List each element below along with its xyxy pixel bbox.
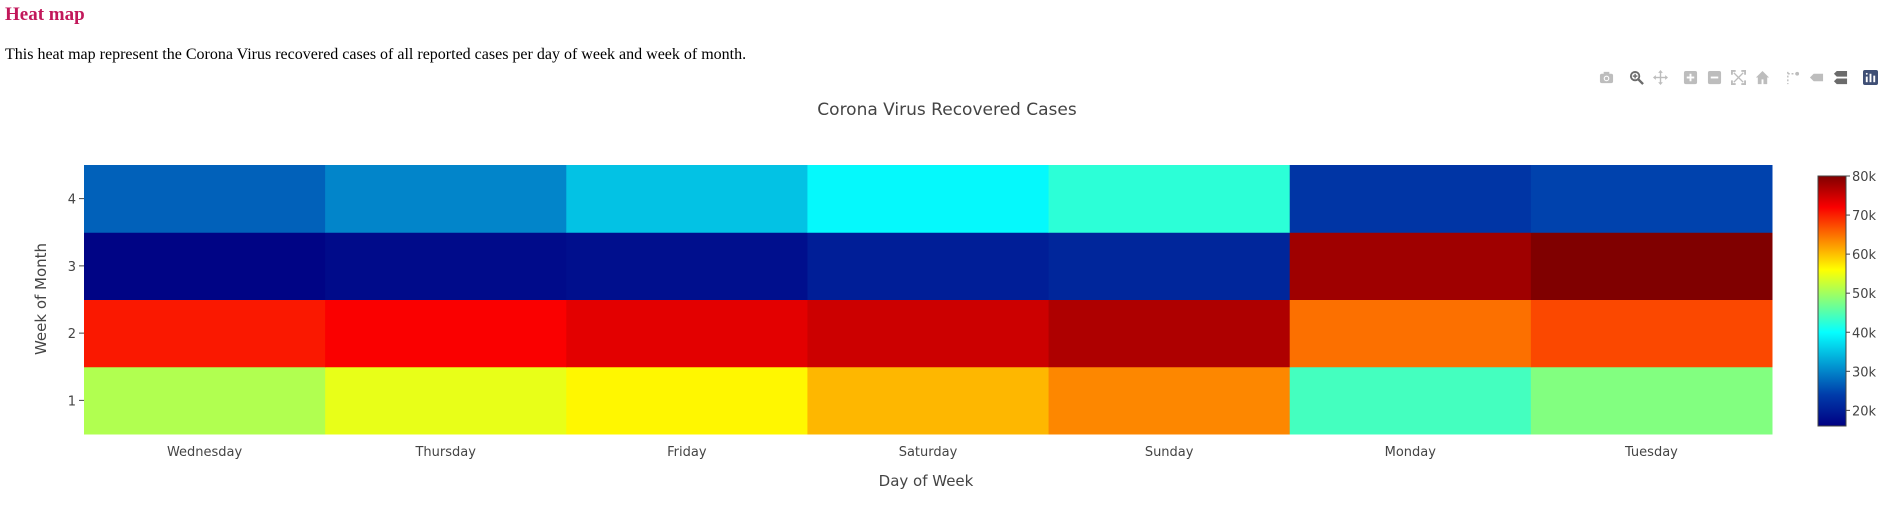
colorbar-tick-label: 80k <box>1852 170 1877 185</box>
x-tick-label: Wednesday <box>167 445 243 460</box>
hover-compare-icon[interactable] <box>1828 66 1852 88</box>
heatmap-cell[interactable] <box>1048 232 1291 300</box>
colorbar: 20k 30k 40k 50k 60k 70k 80k <box>1817 170 1877 427</box>
heatmap-cell[interactable] <box>566 299 808 368</box>
heatmap-cell[interactable] <box>1530 366 1773 435</box>
x-tick-label: Monday <box>1385 445 1437 460</box>
colorbar-tick-label: 20k <box>1852 404 1877 419</box>
heatmap-cell[interactable] <box>1289 165 1532 233</box>
heatmap-cell[interactable] <box>325 165 567 233</box>
heatmap-cell[interactable] <box>1289 232 1532 300</box>
heatmap-cell[interactable] <box>325 232 567 300</box>
heatmap-cell[interactable] <box>84 165 326 233</box>
heatmap-cell[interactable] <box>1289 366 1532 435</box>
hover-closest-icon[interactable] <box>1804 66 1828 88</box>
y-axis-title: Week of Month <box>32 243 50 355</box>
spike-lines-icon[interactable] <box>1780 66 1804 88</box>
zoom-out-icon[interactable] <box>1702 66 1726 88</box>
x-tick-label: Sunday <box>1145 445 1194 460</box>
x-axis-title: Day of Week <box>879 472 974 490</box>
colorbar-tick-label: 60k <box>1852 248 1877 263</box>
heatmap-cell[interactable] <box>566 165 808 233</box>
x-tick-label: Saturday <box>899 445 958 460</box>
heatmap-cell[interactable] <box>807 299 1050 368</box>
y-tick-label: 2 <box>68 327 76 342</box>
heatmap-cell[interactable] <box>807 232 1050 300</box>
heatmap-cell[interactable] <box>1048 165 1291 233</box>
heatmap-cell[interactable] <box>566 366 808 435</box>
heatmap-cell[interactable] <box>325 366 567 435</box>
colorbar-gradient <box>1817 175 1847 427</box>
y-tick-label: 1 <box>68 394 76 409</box>
page-heading: Heat map <box>5 4 85 25</box>
heatmap-cell[interactable] <box>1048 366 1291 435</box>
camera-icon[interactable] <box>1594 66 1618 88</box>
zoom-in-icon[interactable] <box>1678 66 1702 88</box>
colorbar-tick-label: 50k <box>1852 287 1877 302</box>
heatmap-cells <box>84 165 1773 435</box>
y-axis-ticks: 1 2 3 4 <box>68 193 84 409</box>
zoom-icon[interactable] <box>1624 66 1648 88</box>
heatmap-cell[interactable] <box>325 299 567 368</box>
plotly-logo-icon[interactable] <box>1858 66 1882 88</box>
heatmap-cell[interactable] <box>84 366 326 435</box>
y-tick-label: 3 <box>68 260 76 275</box>
x-axis-ticks: Wednesday Thursday Friday Saturday Sunday Mon… <box>167 445 1678 460</box>
colorbar-tick-label: 30k <box>1852 365 1877 380</box>
heatmap-cell[interactable] <box>1048 299 1291 368</box>
colorbar-tick-label: 70k <box>1852 209 1877 224</box>
heatmap-cell[interactable] <box>1530 232 1773 300</box>
autoscale-icon[interactable] <box>1726 66 1750 88</box>
heatmap-cell[interactable] <box>84 299 326 368</box>
heatmap-cell[interactable] <box>1530 165 1773 233</box>
heatmap-cell[interactable] <box>84 232 326 300</box>
chart-modebar <box>1594 66 1882 88</box>
x-tick-label: Tuesday <box>1624 445 1678 460</box>
heatmap-cell[interactable] <box>807 366 1050 435</box>
home-icon[interactable] <box>1750 66 1774 88</box>
chart-title: Corona Virus Recovered Cases <box>817 100 1077 120</box>
page-description: This heat map represent the Corona Virus… <box>5 46 747 63</box>
x-tick-label: Friday <box>667 445 707 460</box>
colorbar-tick-label: 40k <box>1852 326 1877 341</box>
pan-icon[interactable] <box>1648 66 1672 88</box>
y-tick-label: 4 <box>68 193 76 208</box>
x-tick-label: Thursday <box>414 445 476 460</box>
heatmap-cell[interactable] <box>1530 299 1773 368</box>
heatmap-cell[interactable] <box>807 165 1050 233</box>
heatmap-cell[interactable] <box>1289 299 1532 368</box>
heatmap-cell[interactable] <box>566 232 808 300</box>
